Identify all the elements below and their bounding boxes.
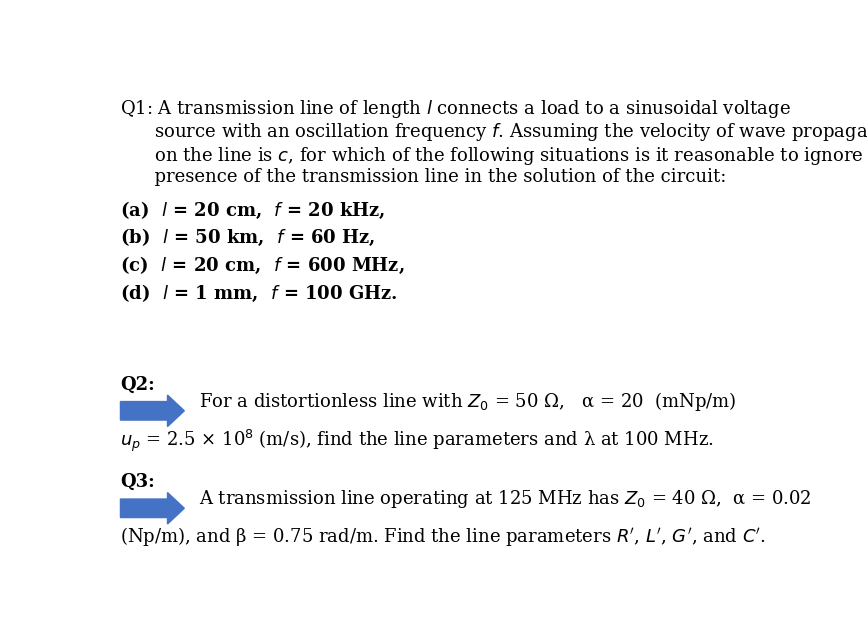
Text: (a)  $l$ = 20 cm,  $f$ = 20 kHz,: (a) $l$ = 20 cm, $f$ = 20 kHz,	[121, 199, 386, 221]
Text: Q1: A transmission line of length $l$ connects a load to a sinusoidal voltage: Q1: A transmission line of length $l$ co…	[121, 98, 792, 120]
Text: (c)  $l$ = 20 cm,  $f$ = 600 MHz,: (c) $l$ = 20 cm, $f$ = 600 MHz,	[121, 255, 405, 276]
FancyArrow shape	[121, 395, 185, 427]
Text: source with an oscillation frequency $f$. Assuming the velocity of wave propagat: source with an oscillation frequency $f$…	[121, 122, 867, 143]
Text: Q3:: Q3:	[121, 473, 155, 491]
Text: Q2:: Q2:	[121, 376, 155, 394]
Text: presence of the transmission line in the solution of the circuit:: presence of the transmission line in the…	[121, 168, 727, 186]
Text: (d)  $l$ = 1 mm,  $f$ = 100 GHz.: (d) $l$ = 1 mm, $f$ = 100 GHz.	[121, 282, 398, 303]
FancyArrow shape	[121, 492, 185, 524]
Text: (b)  $l$ = 50 km,  $f$ = 60 Hz,: (b) $l$ = 50 km, $f$ = 60 Hz,	[121, 227, 376, 248]
Text: $u_p$ = 2.5 × 10$^8$ (m/s), find the line parameters and λ at 100 MHz.: $u_p$ = 2.5 × 10$^8$ (m/s), find the lin…	[121, 427, 714, 454]
Text: on the line is $c$, for which of the following situations is it reasonable to ig: on the line is $c$, for which of the fol…	[121, 145, 867, 166]
Text: (Np/m), and β = 0.75 rad/m. Find the line parameters $R'$, $L'$, $G'$, and $C'$.: (Np/m), and β = 0.75 rad/m. Find the lin…	[121, 525, 766, 548]
Text: For a distortionless line with $Z_0$ = 50 Ω,   α = 20  (mNp/m): For a distortionless line with $Z_0$ = 5…	[199, 390, 737, 413]
Text: A transmission line operating at 125 MHz has $Z_0$ = 40 Ω,  α = 0.02: A transmission line operating at 125 MHz…	[199, 488, 812, 510]
